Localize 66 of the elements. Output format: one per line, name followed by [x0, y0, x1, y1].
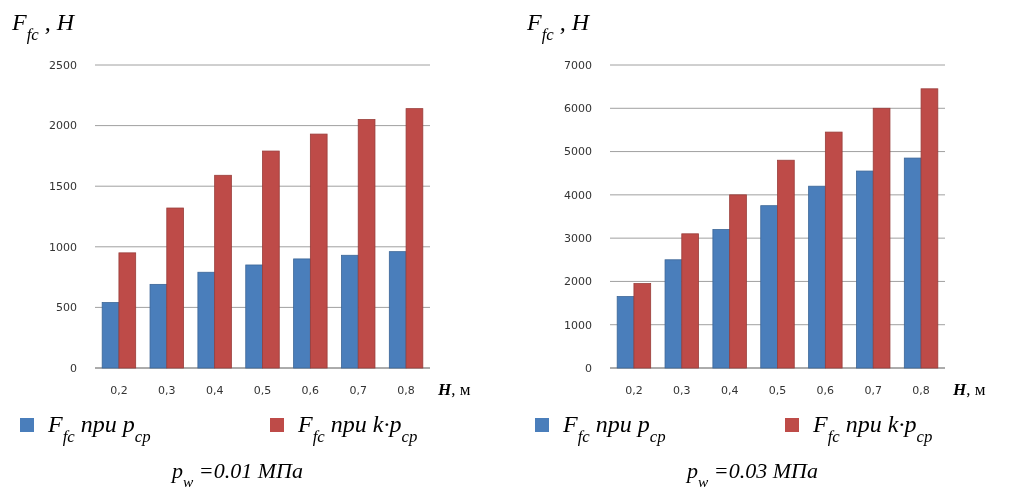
y-tick-label: 2000 [564, 275, 592, 289]
legend-label: F$_{fc}$ при p$_{ср}$ [47, 411, 151, 446]
y-tick-label: 1000 [564, 318, 592, 332]
bar [903, 157, 922, 369]
bar [262, 150, 280, 369]
y-tick-label: 3000 [564, 231, 592, 245]
x-tick-label: 0,5 [253, 384, 272, 397]
x-tick-label: 0,6 [816, 384, 835, 397]
bar [616, 296, 635, 369]
bar [760, 205, 778, 369]
bar [197, 271, 216, 369]
x-tick-label: 0,6 [301, 384, 320, 397]
bar [245, 264, 263, 369]
x-tick-label: 0,2 [110, 384, 128, 397]
x-tick-label: 0,8 [912, 384, 930, 397]
bar [341, 254, 359, 369]
bar [856, 170, 874, 369]
bar [357, 119, 376, 369]
text: p$_{w}$ =0.03 МПа [685, 458, 818, 490]
y-tick-label: 7000 [564, 58, 592, 72]
x-tick-label: 0,3 [673, 384, 691, 397]
y-axis-title: F$_{fc}$, H [526, 9, 591, 44]
bar [808, 185, 826, 369]
bar [664, 259, 683, 369]
y-axis-title: F$_{fc}$, H [11, 9, 76, 44]
bar [729, 194, 747, 369]
y-tick-label: 1000 [49, 240, 77, 254]
y-tick-label: 0 [70, 361, 77, 375]
bar [633, 283, 652, 369]
y-tick-label: 2000 [49, 119, 77, 133]
y-tick-label: 4000 [564, 188, 592, 202]
text: p$_{w}$ =0.01 МПа [170, 458, 303, 490]
y-tick-label: 1500 [49, 180, 77, 194]
bar [920, 88, 939, 369]
x-tick-label: 0,5 [768, 384, 787, 397]
y-tick-label: 2500 [49, 58, 77, 72]
x-axis-title: H, м [437, 380, 471, 399]
x-tick-label: 0,7 [349, 384, 367, 397]
x-tick-label: 0,8 [397, 384, 415, 397]
bar [214, 174, 232, 369]
legend-label: F$_{fc}$ при k·p$_{ср}$ [812, 411, 933, 446]
bar [118, 252, 137, 369]
y-tick-label: 500 [56, 301, 77, 315]
bar [293, 258, 311, 369]
legend-label: F$_{fc}$ при p$_{ср}$ [562, 411, 666, 446]
legend-label: F$_{fc}$ при k·p$_{ср}$ [297, 411, 418, 446]
bar [712, 229, 731, 369]
bar [101, 302, 120, 369]
y-tick-label: 6000 [564, 102, 592, 116]
bar [388, 251, 407, 369]
bar [149, 283, 168, 369]
y-tick-label: 5000 [564, 145, 592, 159]
bar [405, 108, 424, 369]
x-tick-label: 0,7 [864, 384, 882, 397]
bar [824, 131, 843, 369]
x-tick-label: 0,3 [158, 384, 176, 397]
x-axis-title: H, м [952, 380, 986, 399]
x-tick-label: 0,4 [720, 384, 739, 397]
x-tick-label: 0,2 [625, 384, 643, 397]
bar [777, 159, 795, 369]
bar [309, 133, 328, 369]
bar [166, 207, 184, 369]
x-tick-label: 0,4 [205, 384, 224, 397]
y-tick-label: 0 [585, 361, 592, 375]
bar [872, 107, 891, 369]
bar [681, 233, 699, 369]
